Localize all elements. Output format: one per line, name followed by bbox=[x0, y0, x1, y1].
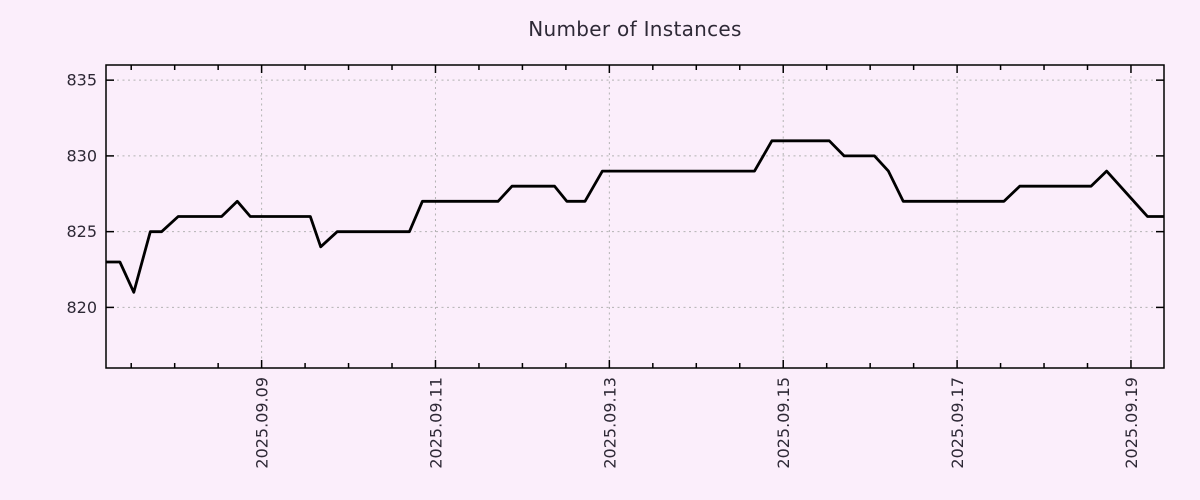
x-tick-label: 2025.09.17 bbox=[948, 377, 967, 469]
chart-title: Number of Instances bbox=[528, 17, 742, 41]
y-tick-label: 835 bbox=[66, 71, 97, 90]
x-tick-label: 2025.09.15 bbox=[774, 377, 793, 469]
y-tick-label: 830 bbox=[66, 146, 97, 165]
y-tick-label: 825 bbox=[66, 222, 97, 241]
x-tick-label: 2025.09.19 bbox=[1122, 377, 1141, 469]
x-tick-label: 2025.09.11 bbox=[426, 377, 445, 469]
y-tick-label: 820 bbox=[66, 298, 97, 317]
x-tick-label: 2025.09.09 bbox=[253, 377, 272, 469]
data-line-instances bbox=[106, 139, 1164, 294]
x-tick-label: 2025.09.13 bbox=[600, 377, 619, 469]
